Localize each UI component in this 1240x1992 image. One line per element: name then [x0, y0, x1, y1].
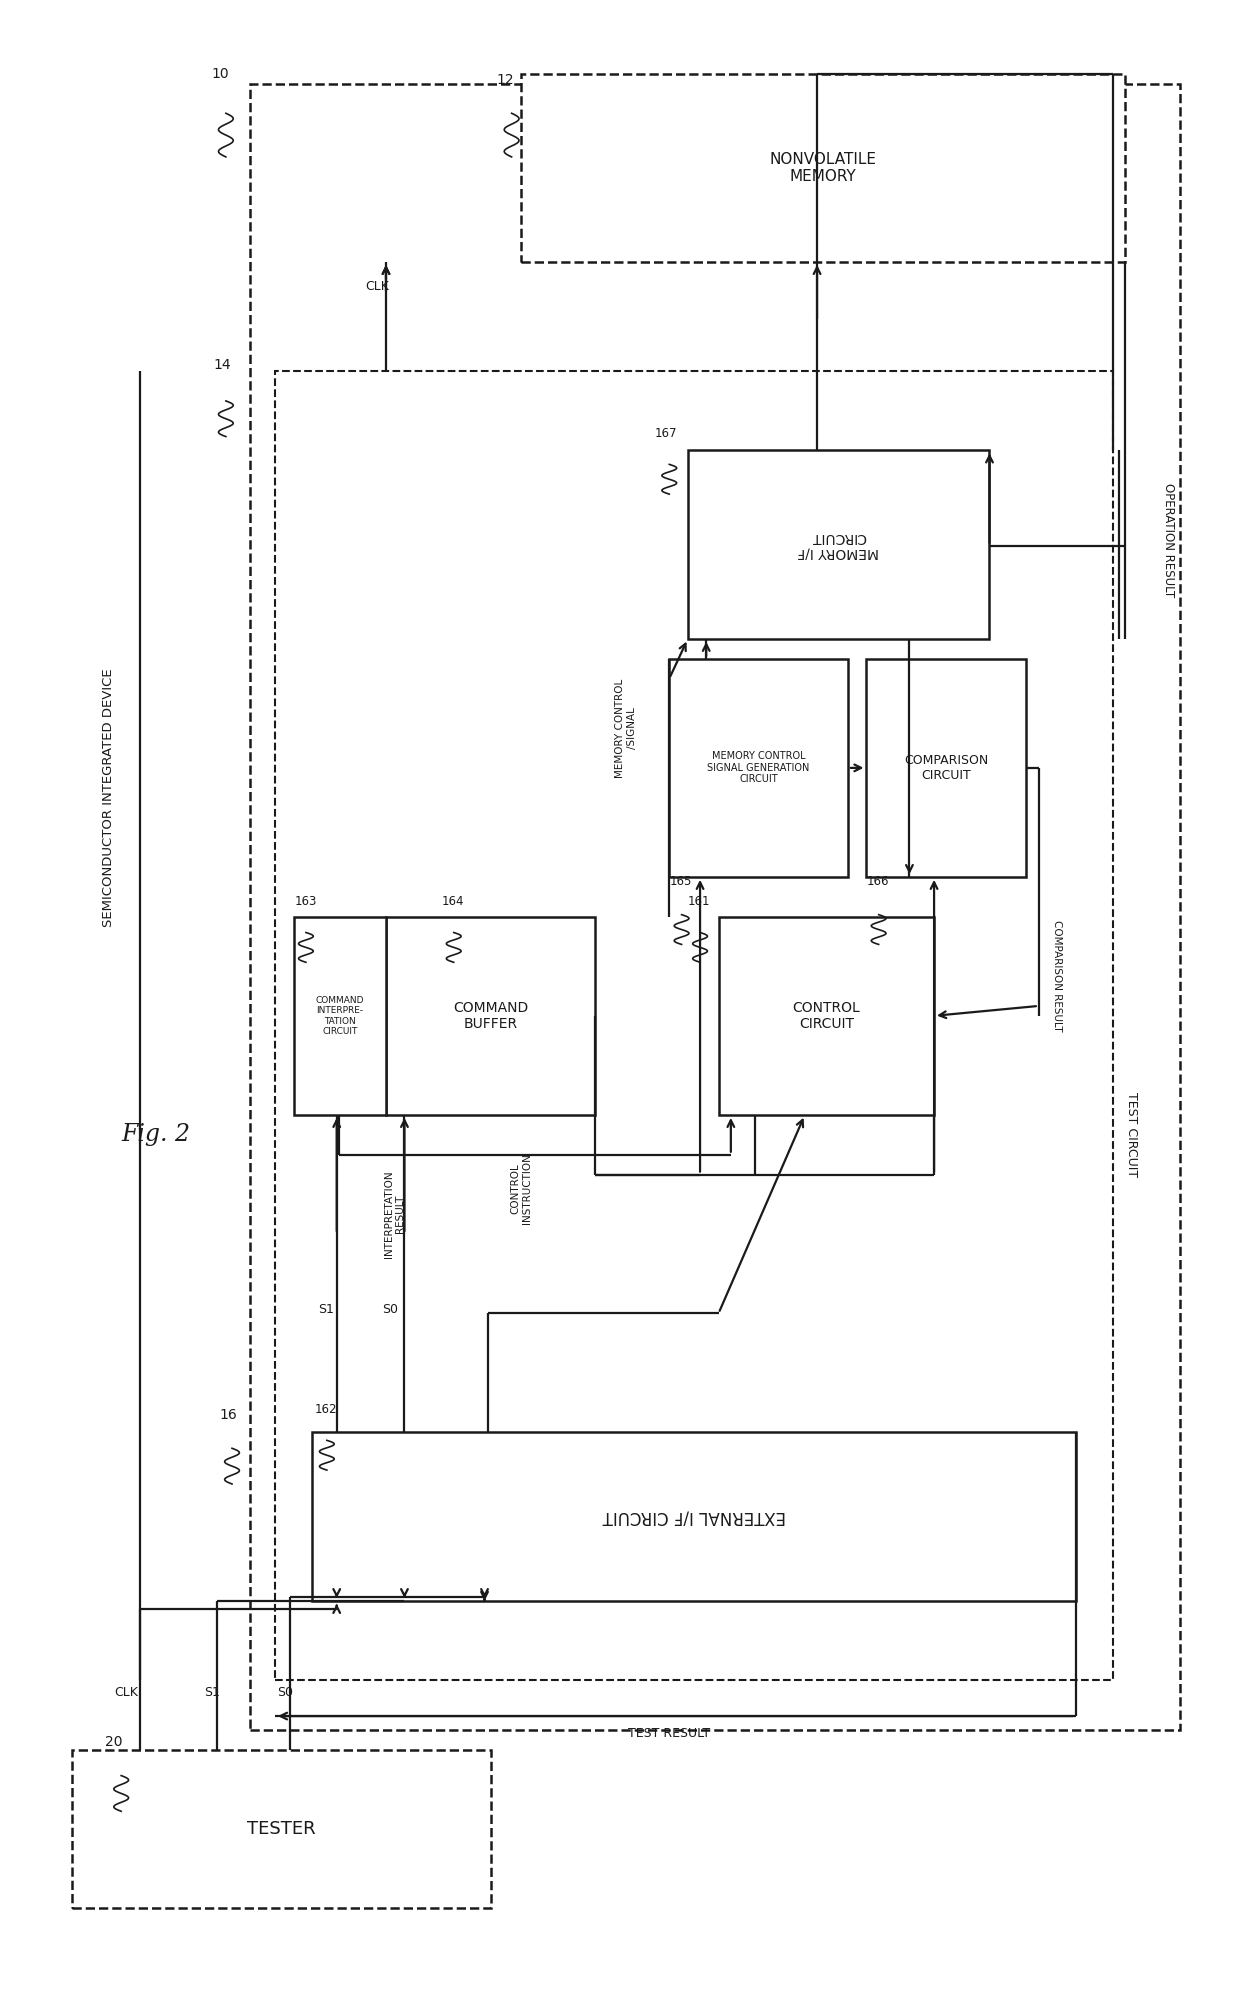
Bar	[867, 659, 1027, 876]
Bar	[294, 916, 386, 1116]
Text: 166: 166	[867, 874, 889, 888]
Text: 162: 162	[315, 1402, 337, 1416]
Text: CONTROL
INSTRUCTION: CONTROL INSTRUCTION	[511, 1153, 532, 1223]
Text: S1: S1	[203, 1687, 219, 1699]
Text: OPERATION RESULT: OPERATION RESULT	[1162, 482, 1174, 598]
Text: S0: S0	[382, 1303, 398, 1317]
Text: 167: 167	[655, 426, 677, 440]
Text: 20: 20	[105, 1735, 123, 1749]
Bar	[522, 74, 1125, 263]
Text: 12: 12	[497, 72, 515, 86]
Text: CLK: CLK	[365, 279, 389, 293]
Text: COMPARISON
CIRCUIT: COMPARISON CIRCUIT	[904, 753, 988, 783]
Text: 14: 14	[213, 359, 231, 373]
Text: COMMAND
INTERPRE-
TATION
CIRCUIT: COMMAND INTERPRE- TATION CIRCUIT	[315, 996, 365, 1036]
Text: MEMORY CONTROL
/SIGNAL: MEMORY CONTROL /SIGNAL	[615, 679, 637, 777]
Text: SEMICONDUCTOR INTEGRATED DEVICE: SEMICONDUCTOR INTEGRATED DEVICE	[103, 669, 115, 926]
Text: CONTROL
CIRCUIT: CONTROL CIRCUIT	[792, 1000, 861, 1032]
Text: TEST RESULT: TEST RESULT	[629, 1727, 711, 1741]
Text: NONVOLATILE
MEMORY: NONVOLATILE MEMORY	[770, 151, 877, 183]
Text: MEMORY CONTROL
SIGNAL GENERATION
CIRCUIT: MEMORY CONTROL SIGNAL GENERATION CIRCUIT	[707, 751, 810, 785]
Text: 165: 165	[670, 874, 692, 888]
Bar	[72, 1749, 491, 1908]
Text: S1: S1	[319, 1303, 334, 1317]
Text: CLK: CLK	[114, 1687, 138, 1699]
Bar	[386, 916, 595, 1116]
Text: INTERPRETATION
RESULT: INTERPRETATION RESULT	[384, 1171, 405, 1259]
Text: EXTERNAL I/F CIRCUIT: EXTERNAL I/F CIRCUIT	[603, 1508, 786, 1526]
Bar	[312, 1432, 1076, 1602]
Text: 164: 164	[441, 894, 464, 908]
Text: MEMORY I/F
CIRCUIT: MEMORY I/F CIRCUIT	[797, 530, 879, 560]
Text: 16: 16	[219, 1408, 237, 1422]
Text: 10: 10	[211, 66, 228, 80]
Bar	[688, 450, 990, 639]
Text: Fig. 2: Fig. 2	[122, 1123, 190, 1145]
Text: TEST CIRCUIT: TEST CIRCUIT	[1125, 1092, 1137, 1177]
Text: COMMAND
BUFFER: COMMAND BUFFER	[453, 1000, 528, 1032]
Bar	[250, 84, 1180, 1729]
Bar	[275, 371, 1112, 1681]
Bar	[670, 659, 848, 876]
Text: COMPARISON RESULT: COMPARISON RESULT	[1053, 920, 1063, 1032]
Text: 163: 163	[295, 894, 317, 908]
Text: TESTER: TESTER	[247, 1821, 316, 1839]
Bar	[718, 916, 934, 1116]
Text: S0: S0	[278, 1687, 294, 1699]
Text: 161: 161	[688, 894, 711, 908]
